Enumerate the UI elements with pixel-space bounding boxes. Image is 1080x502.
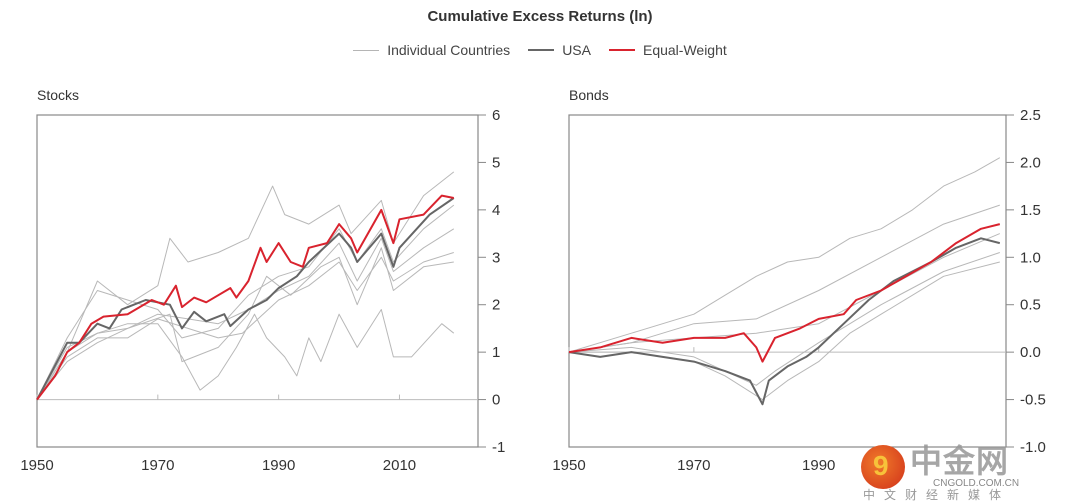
- legend-swatch: [353, 49, 380, 51]
- watermark-url: CNGOLD.COM.CN: [933, 478, 1020, 489]
- y-tick-label: 0: [492, 392, 500, 409]
- y-tick-label: 2.0: [1020, 154, 1041, 171]
- y-tick-label: 1: [492, 344, 500, 361]
- panel-title: Stocks: [37, 87, 79, 103]
- y-tick-label: 4: [492, 202, 500, 219]
- series-line-individual-countries: [36, 171, 455, 400]
- series-line-equal-weight: [36, 194, 454, 401]
- series-line-individual-countries: [36, 252, 454, 400]
- series-line-individual-countries: [36, 309, 455, 400]
- y-tick-label: 2.5: [1020, 107, 1041, 124]
- series-line-individual-countries: [568, 157, 1001, 353]
- legend-individual: Individual Countries: [353, 42, 510, 58]
- series-line-individual-countries: [36, 247, 454, 400]
- x-tick-label: 1950: [552, 457, 585, 474]
- legend: Individual Countries USA Equal-Weight: [0, 42, 1080, 58]
- y-tick-label: 3: [492, 249, 500, 266]
- y-tick-label: -0.5: [1020, 392, 1046, 409]
- logo-glyph: 9: [873, 450, 889, 481]
- plot-frame: [568, 114, 1007, 448]
- legend-swatch: [608, 49, 635, 51]
- x-tick-label: 1990: [802, 457, 835, 474]
- watermark-name: 中金网: [910, 443, 1010, 479]
- panel-bonds: Bonds 2.5 2.0 1.5 1.0 0.5 0.0 -0.5 -1.0 1950 1970 1…: [552, 87, 1046, 474]
- watermark-tagline: 中文财经新媒体: [863, 488, 1011, 502]
- series-line-usa: [36, 197, 455, 401]
- series-line-individual-countries: [569, 261, 1000, 401]
- legend-usa: USA: [528, 42, 591, 58]
- legend-swatch: [528, 49, 555, 51]
- x-tick-label: 1970: [141, 457, 174, 474]
- legend-equal-weight: Equal-Weight: [608, 42, 727, 58]
- y-tick-label: -1: [492, 439, 505, 456]
- plot-frame: [36, 114, 479, 448]
- series-line-individual-countries: [568, 252, 1000, 386]
- y-tick-label: 1.5: [1020, 202, 1041, 219]
- panel-title: Bonds: [569, 87, 609, 103]
- series-line-individual-countries: [36, 204, 455, 400]
- series-line-individual-countries: [36, 228, 455, 400]
- legend-label: USA: [562, 42, 591, 58]
- watermark: 9 中金网 CNGOLD.COM.CN 中文财经新媒体: [858, 443, 1020, 502]
- x-tick-label: 1950: [20, 457, 53, 474]
- y-tick-label: -1.0: [1020, 439, 1046, 456]
- chart-title: Cumulative Excess Returns (ln): [427, 8, 653, 25]
- y-tick-label: 1.0: [1020, 249, 1041, 266]
- y-tick-label: 0.5: [1020, 297, 1041, 314]
- panel-stocks: Stocks 6 5 4 3 2 1 0 -1 1950 1970 1990 2010: [20, 87, 505, 474]
- x-tick-label: 2010: [383, 457, 416, 474]
- y-tick-label: 2: [492, 297, 500, 314]
- legend-label: Equal-Weight: [642, 42, 727, 58]
- series-line-equal-weight: [568, 223, 1001, 363]
- y-tick-label: 6: [492, 107, 500, 124]
- x-tick-label: 1990: [262, 457, 295, 474]
- series-line-individual-countries: [568, 233, 1000, 353]
- x-tick-label: 1970: [677, 457, 710, 474]
- series-line-individual-countries: [568, 204, 1000, 353]
- y-tick-label: 0.0: [1020, 344, 1041, 361]
- legend-label: Individual Countries: [387, 42, 511, 58]
- y-tick-label: 5: [492, 154, 500, 171]
- watermark-logo-icon: 9: [861, 445, 905, 489]
